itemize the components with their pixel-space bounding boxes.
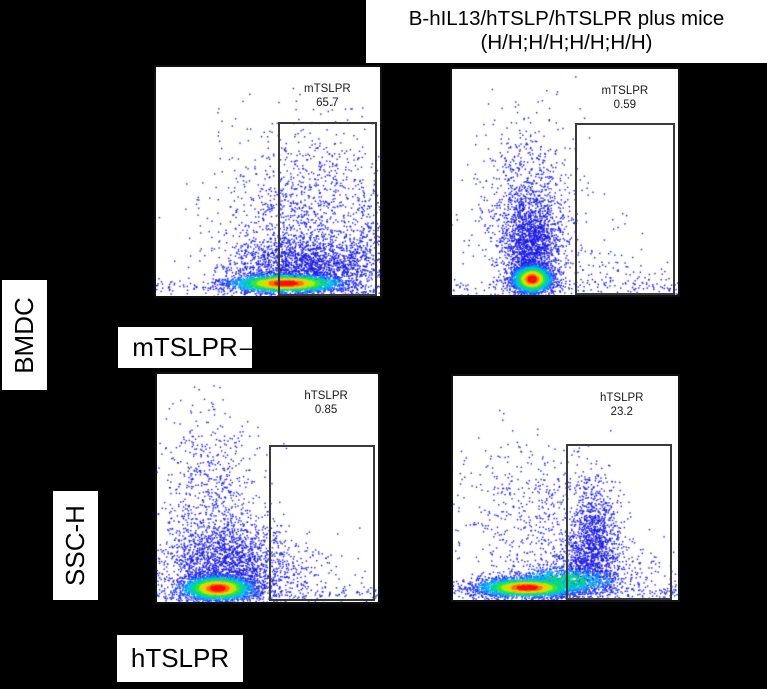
gate-percent: 23.2 xyxy=(610,406,633,419)
gate-rect xyxy=(565,444,673,600)
gate-percent: 0.59 xyxy=(613,99,637,112)
row-label-bmdc: BMDC xyxy=(2,280,47,390)
gate-percent: 65.7 xyxy=(316,97,339,110)
flow-plot-top-right: mTSLPR 0.59 xyxy=(450,67,680,297)
x-axis-label-htslpr-text: hTSLPR xyxy=(130,643,230,673)
x-axis-label-htslpr: hTSLPR xyxy=(117,635,243,682)
scatter-canvas xyxy=(157,374,378,602)
gate-rect xyxy=(575,123,675,295)
gate-stats: hTSLPR 0.85 xyxy=(304,389,347,418)
scatter-canvas xyxy=(156,67,380,296)
scatter-canvas xyxy=(452,69,678,295)
y-axis-label-ssch-text: SSC-H xyxy=(60,505,90,586)
gate-stats: mTSLPR 0.59 xyxy=(602,84,649,113)
gate-name: mTSLPR xyxy=(601,84,649,97)
x-axis-label-mtslpr: mTSLPR – xyxy=(118,327,252,368)
y-axis-label-ssch: SSC-H xyxy=(53,491,98,600)
gate-rect xyxy=(278,121,377,296)
gate-rect xyxy=(268,444,375,601)
flow-plot-bottom-left: hTSLPR 0.85 xyxy=(155,372,380,604)
figure-title-line1: B-hIL13/hTSLP/hTSLPR plus mice xyxy=(408,7,725,30)
gate-name: hTSLPR xyxy=(304,389,348,402)
gate-stats: mTSLPR 65.7 xyxy=(304,82,351,111)
x-axis-label-mtslpr-text: mTSLPR xyxy=(132,332,238,362)
flow-plot-bottom-right: hTSLPR 23.2 xyxy=(451,374,680,602)
flow-plot-top-left: mTSLPR 65.7 xyxy=(154,65,382,298)
gate-percent: 0.85 xyxy=(314,404,338,417)
gate-stats: hTSLPR 23.2 xyxy=(600,391,643,420)
row-label-bmdc-text: BMDC xyxy=(9,296,39,374)
gate-name: mTSLPR xyxy=(304,82,351,95)
figure-title: B-hIL13/hTSLP/hTSLPR plus mice (H/H;H/H;… xyxy=(366,0,767,63)
figure-title-line2: (H/H;H/H;H/H;H/H) xyxy=(480,31,653,54)
gate-name: hTSLPR xyxy=(600,391,644,404)
